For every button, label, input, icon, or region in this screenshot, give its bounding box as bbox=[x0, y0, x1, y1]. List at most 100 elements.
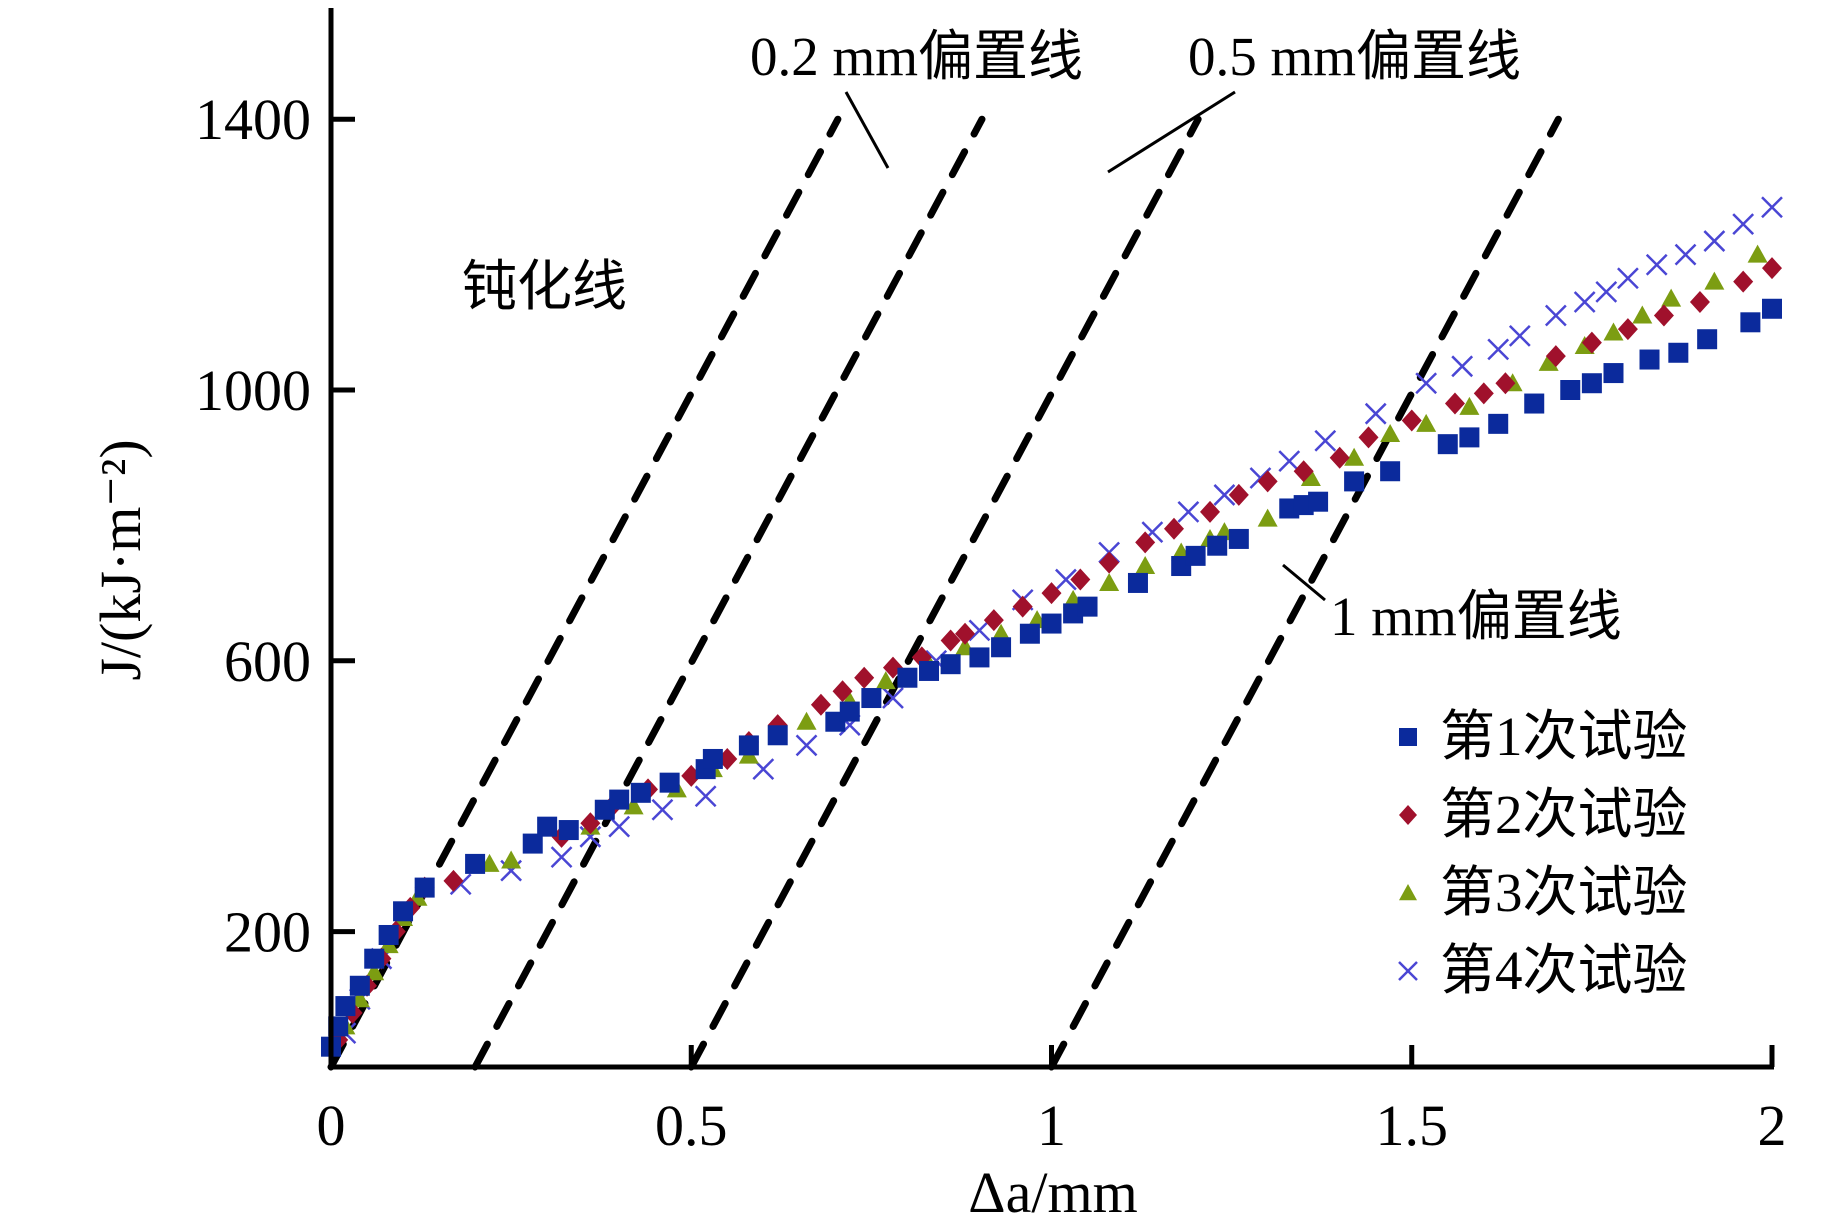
data-point bbox=[882, 687, 904, 709]
legend-label-4: 第4次试验 bbox=[1440, 940, 1688, 1001]
legend-item-2: 第2次试验 bbox=[1399, 784, 1688, 845]
data-point bbox=[1127, 572, 1148, 593]
data-point bbox=[1573, 291, 1596, 313]
data-point bbox=[522, 833, 543, 854]
data-point bbox=[767, 725, 788, 746]
y-tick-label: 1000 bbox=[195, 358, 311, 423]
data-point bbox=[919, 660, 940, 681]
data-point bbox=[1689, 290, 1710, 313]
legend-item-1: 第1次试验 bbox=[1399, 706, 1688, 767]
data-point bbox=[1055, 568, 1077, 591]
data-point bbox=[1437, 434, 1458, 455]
data-point bbox=[861, 688, 882, 709]
data-point bbox=[630, 782, 651, 803]
data-point bbox=[1703, 230, 1726, 252]
data-point bbox=[659, 772, 680, 793]
data-point bbox=[1358, 426, 1379, 449]
data-point bbox=[1070, 568, 1091, 591]
data-point bbox=[1380, 424, 1401, 443]
y-tick-label: 600 bbox=[224, 629, 311, 694]
data-point bbox=[1508, 324, 1531, 347]
pointer-offset-0.2 bbox=[844, 91, 890, 169]
annotation-offset-1: 1 mm偏置线 bbox=[1330, 586, 1622, 647]
data-point bbox=[940, 654, 961, 675]
pointer-offset-0.5 bbox=[1107, 90, 1236, 174]
data-point bbox=[1653, 304, 1674, 327]
data-point bbox=[609, 789, 630, 810]
legend-marker bbox=[1399, 884, 1417, 901]
pointer-offset-1 bbox=[1282, 563, 1326, 602]
data-point bbox=[414, 877, 435, 898]
reference-line-0 bbox=[327, 115, 842, 1071]
legend: 第1次试验 第2次试验 第3次试验 第4次试验 bbox=[1398, 706, 1688, 1001]
data-point bbox=[810, 693, 831, 716]
data-point bbox=[1581, 373, 1602, 394]
data-point bbox=[1495, 372, 1516, 395]
data-point bbox=[702, 748, 723, 769]
data-point bbox=[1099, 572, 1120, 591]
data-point bbox=[1487, 338, 1510, 361]
data-point bbox=[1581, 331, 1602, 354]
legend-marker bbox=[1399, 728, 1417, 746]
data-point bbox=[1697, 329, 1718, 350]
data-point bbox=[1674, 243, 1697, 266]
data-point bbox=[1639, 349, 1660, 370]
data-point bbox=[983, 609, 1004, 632]
y-tick-label: 1400 bbox=[195, 87, 311, 152]
data-point bbox=[1278, 450, 1301, 472]
data-point bbox=[1293, 460, 1314, 483]
data-point bbox=[1762, 257, 1782, 280]
data-point bbox=[1595, 280, 1618, 303]
data-point bbox=[1668, 342, 1689, 363]
data-point bbox=[1300, 468, 1321, 487]
data-point bbox=[1545, 345, 1566, 368]
reference-line-1 bbox=[471, 115, 986, 1071]
data-point bbox=[1380, 461, 1401, 482]
data-point bbox=[968, 619, 991, 642]
data-point bbox=[1135, 531, 1156, 554]
data-point bbox=[1364, 402, 1387, 425]
x-tick-label: 0 bbox=[317, 1093, 346, 1158]
data-point bbox=[940, 629, 961, 652]
annotation-blunting-line: 钝化线 bbox=[462, 256, 627, 317]
annotations: 钝化线 0.2 mm偏置线 0.5 mm偏置线 1 mm偏置线 bbox=[462, 26, 1622, 647]
data-point bbox=[897, 667, 918, 688]
data-point bbox=[1761, 196, 1783, 219]
x-tick-label: 1.5 bbox=[1376, 1093, 1449, 1158]
data-point bbox=[1473, 382, 1494, 405]
reference-lines bbox=[327, 115, 1562, 1071]
data-point bbox=[1041, 582, 1062, 605]
data-point bbox=[1632, 305, 1653, 324]
data-point bbox=[1344, 447, 1365, 466]
data-point bbox=[1401, 409, 1422, 432]
data-point bbox=[875, 671, 896, 690]
annotation-offset-0.5: 0.5 mm偏置线 bbox=[1188, 26, 1521, 87]
data-point bbox=[623, 796, 644, 815]
data-point bbox=[1213, 484, 1236, 506]
data-point bbox=[1135, 556, 1156, 575]
data-point bbox=[1444, 392, 1465, 415]
legend-marker-square-icon bbox=[1399, 728, 1417, 746]
data-point bbox=[1459, 396, 1480, 415]
data-point bbox=[1257, 508, 1278, 527]
data-point bbox=[1228, 528, 1249, 549]
data-point bbox=[1538, 352, 1559, 371]
data-point bbox=[1617, 267, 1639, 290]
y-tick-label: 200 bbox=[224, 900, 311, 965]
annotation-offset-0.2: 0.2 mm偏置线 bbox=[750, 26, 1083, 87]
data-point bbox=[796, 711, 817, 730]
legend-label-2: 第2次试验 bbox=[1440, 784, 1688, 845]
data-point bbox=[443, 869, 464, 892]
data-point bbox=[1257, 470, 1278, 493]
data-point bbox=[1308, 491, 1329, 512]
data-point bbox=[1488, 413, 1509, 434]
data-point bbox=[1077, 596, 1098, 617]
data-point bbox=[1200, 500, 1221, 523]
data-point bbox=[839, 701, 860, 722]
legend-item-4: 第4次试验 bbox=[1398, 940, 1688, 1001]
data-point bbox=[1314, 429, 1337, 452]
data-point bbox=[1544, 304, 1567, 327]
data-point bbox=[1560, 380, 1581, 400]
data-point bbox=[1012, 595, 1033, 618]
